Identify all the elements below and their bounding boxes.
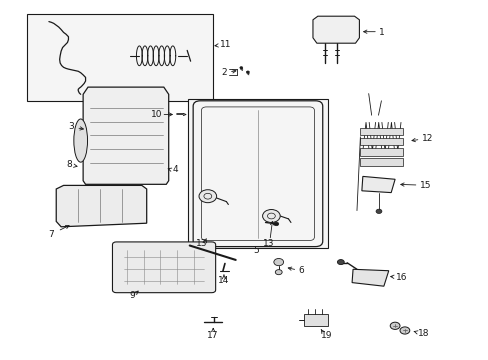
Bar [360, 158, 403, 166]
Text: 6: 6 [298, 266, 304, 275]
Text: 7: 7 [48, 230, 54, 239]
Circle shape [275, 270, 282, 275]
Text: 12: 12 [421, 134, 432, 143]
Circle shape [315, 318, 321, 323]
Circle shape [337, 260, 344, 265]
Circle shape [389, 322, 399, 329]
Text: 18: 18 [417, 328, 429, 338]
Circle shape [199, 190, 216, 203]
Text: 9: 9 [129, 291, 135, 300]
Text: 15: 15 [419, 181, 430, 190]
FancyBboxPatch shape [112, 242, 215, 293]
Bar [360, 138, 403, 145]
Circle shape [239, 67, 242, 69]
Bar [360, 148, 403, 156]
Text: 2: 2 [221, 68, 227, 77]
Text: 8: 8 [66, 161, 72, 170]
Text: 19: 19 [320, 331, 332, 340]
Circle shape [305, 318, 311, 323]
Polygon shape [351, 269, 388, 286]
Ellipse shape [74, 119, 87, 162]
Polygon shape [83, 87, 168, 184]
Polygon shape [56, 185, 146, 227]
Bar [360, 128, 403, 135]
Circle shape [246, 71, 249, 73]
Text: 10: 10 [150, 110, 162, 119]
Circle shape [399, 327, 409, 334]
Text: 14: 14 [218, 276, 229, 285]
Circle shape [273, 222, 278, 226]
Bar [27, 14, 212, 101]
Text: 4: 4 [172, 166, 178, 175]
Bar [304, 314, 327, 326]
Polygon shape [361, 176, 394, 193]
Text: 3: 3 [68, 122, 74, 131]
Text: 17: 17 [206, 331, 218, 340]
Text: 16: 16 [395, 273, 407, 282]
Circle shape [375, 209, 381, 213]
Text: 13: 13 [196, 239, 207, 248]
Polygon shape [312, 16, 359, 43]
Text: 13: 13 [263, 239, 274, 248]
Bar [188, 99, 327, 248]
Text: 11: 11 [220, 40, 231, 49]
Text: 1: 1 [378, 28, 384, 37]
Text: 5: 5 [252, 247, 258, 256]
Circle shape [262, 210, 280, 222]
Circle shape [273, 258, 283, 266]
